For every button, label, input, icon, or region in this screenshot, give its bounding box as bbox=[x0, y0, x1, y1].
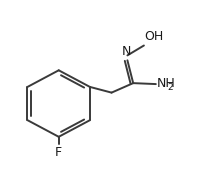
Text: OH: OH bbox=[145, 30, 164, 43]
Text: NH: NH bbox=[157, 77, 176, 90]
Text: 2: 2 bbox=[168, 83, 173, 92]
Text: F: F bbox=[55, 146, 62, 158]
Text: N: N bbox=[122, 45, 131, 59]
